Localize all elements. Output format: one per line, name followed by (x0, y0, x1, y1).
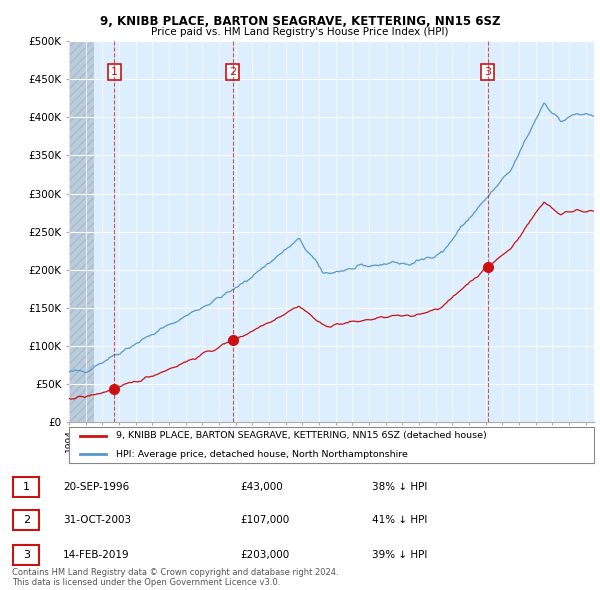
Text: 2: 2 (23, 516, 30, 525)
Text: 3: 3 (23, 550, 30, 559)
Text: 2: 2 (229, 67, 236, 77)
Text: 9, KNIBB PLACE, BARTON SEAGRAVE, KETTERING, NN15 6SZ: 9, KNIBB PLACE, BARTON SEAGRAVE, KETTERI… (100, 15, 500, 28)
Text: 1: 1 (23, 482, 30, 491)
Text: Price paid vs. HM Land Registry's House Price Index (HPI): Price paid vs. HM Land Registry's House … (151, 27, 449, 37)
Text: 20-SEP-1996: 20-SEP-1996 (63, 482, 129, 491)
Text: 39% ↓ HPI: 39% ↓ HPI (372, 550, 427, 559)
Text: Contains HM Land Registry data © Crown copyright and database right 2024.
This d: Contains HM Land Registry data © Crown c… (12, 568, 338, 587)
Text: 14-FEB-2019: 14-FEB-2019 (63, 550, 130, 559)
Text: 3: 3 (484, 67, 491, 77)
Text: HPI: Average price, detached house, North Northamptonshire: HPI: Average price, detached house, Nort… (116, 450, 408, 458)
Text: £203,000: £203,000 (240, 550, 289, 559)
Text: 9, KNIBB PLACE, BARTON SEAGRAVE, KETTERING, NN15 6SZ (detached house): 9, KNIBB PLACE, BARTON SEAGRAVE, KETTERI… (116, 431, 487, 440)
Text: 1: 1 (111, 67, 118, 77)
Text: 31-OCT-2003: 31-OCT-2003 (63, 516, 131, 525)
Text: 38% ↓ HPI: 38% ↓ HPI (372, 482, 427, 491)
Text: 41% ↓ HPI: 41% ↓ HPI (372, 516, 427, 525)
Text: £43,000: £43,000 (240, 482, 283, 491)
Text: £107,000: £107,000 (240, 516, 289, 525)
